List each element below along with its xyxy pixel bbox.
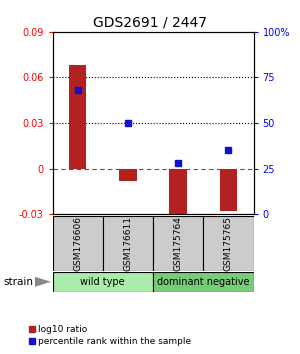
Text: wild type: wild type bbox=[80, 277, 125, 287]
Legend: log10 ratio, percentile rank within the sample: log10 ratio, percentile rank within the … bbox=[28, 325, 192, 346]
Bar bbox=[103, 216, 153, 271]
Bar bbox=[153, 272, 254, 292]
Bar bbox=[69, 65, 86, 169]
Text: dominant negative: dominant negative bbox=[157, 277, 250, 287]
Text: GSM175764: GSM175764 bbox=[174, 216, 183, 271]
Bar bbox=[203, 216, 254, 271]
Polygon shape bbox=[34, 277, 51, 287]
Bar bbox=[169, 169, 187, 226]
Text: GSM175765: GSM175765 bbox=[224, 216, 233, 271]
Bar bbox=[220, 169, 237, 211]
Bar bbox=[52, 216, 103, 271]
Text: strain: strain bbox=[3, 277, 33, 287]
Bar bbox=[119, 169, 137, 181]
Text: GDS2691 / 2447: GDS2691 / 2447 bbox=[93, 16, 207, 30]
Bar bbox=[153, 216, 203, 271]
Bar bbox=[52, 272, 153, 292]
Text: GSM176606: GSM176606 bbox=[73, 216, 82, 271]
Text: GSM176611: GSM176611 bbox=[123, 216, 132, 271]
